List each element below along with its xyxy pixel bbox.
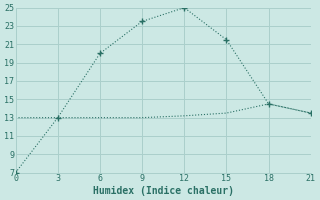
X-axis label: Humidex (Indice chaleur): Humidex (Indice chaleur) <box>93 186 234 196</box>
